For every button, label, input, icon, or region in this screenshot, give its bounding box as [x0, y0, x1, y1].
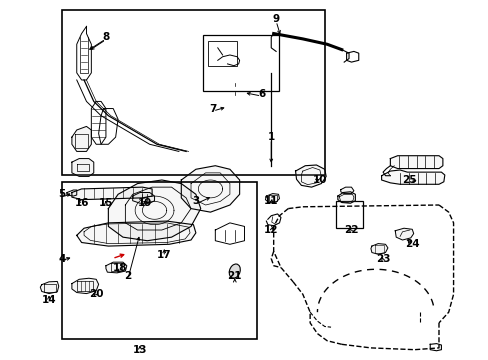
Text: 19: 19 [137, 198, 152, 208]
Text: 12: 12 [264, 225, 278, 235]
Polygon shape [72, 126, 91, 152]
Text: 10: 10 [312, 175, 326, 185]
Text: 3: 3 [192, 197, 199, 206]
Text: 6: 6 [257, 89, 264, 99]
Text: 1: 1 [267, 132, 274, 142]
Text: 18: 18 [113, 262, 127, 273]
Text: 22: 22 [344, 225, 358, 235]
Polygon shape [295, 165, 325, 187]
Polygon shape [265, 194, 279, 203]
Polygon shape [40, 282, 59, 294]
Polygon shape [106, 262, 126, 273]
Text: 5: 5 [59, 189, 66, 199]
Polygon shape [108, 180, 201, 241]
Bar [62, 10, 324, 175]
Polygon shape [72, 158, 94, 176]
Text: 21: 21 [227, 271, 242, 282]
Polygon shape [389, 156, 442, 168]
Polygon shape [77, 221, 196, 246]
Ellipse shape [229, 264, 240, 278]
Bar [203, 35, 278, 91]
Bar [62, 182, 256, 339]
Text: 13: 13 [132, 345, 147, 355]
Text: 8: 8 [102, 32, 109, 42]
Text: 7: 7 [209, 104, 216, 113]
Text: 11: 11 [264, 197, 278, 206]
Polygon shape [340, 187, 353, 194]
Text: 14: 14 [41, 295, 56, 305]
Polygon shape [72, 187, 152, 200]
Polygon shape [370, 244, 387, 254]
Text: 23: 23 [375, 253, 389, 264]
Polygon shape [181, 166, 239, 212]
Polygon shape [381, 170, 444, 184]
Text: 4: 4 [59, 253, 66, 264]
Text: 25: 25 [402, 175, 416, 185]
Polygon shape [337, 192, 355, 203]
Polygon shape [394, 228, 413, 240]
Text: 24: 24 [404, 239, 419, 249]
Polygon shape [132, 193, 154, 203]
Text: 16: 16 [74, 198, 89, 208]
Text: 20: 20 [89, 289, 103, 299]
Text: 17: 17 [157, 250, 171, 260]
Text: 15: 15 [99, 198, 113, 208]
Bar [335, 202, 362, 228]
Bar [207, 41, 237, 66]
Polygon shape [72, 278, 99, 294]
Text: 2: 2 [124, 271, 131, 282]
Text: 9: 9 [272, 14, 279, 24]
Polygon shape [67, 190, 77, 196]
